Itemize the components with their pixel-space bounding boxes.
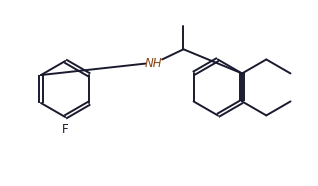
Text: F: F bbox=[62, 123, 68, 136]
Text: NH: NH bbox=[144, 57, 162, 70]
